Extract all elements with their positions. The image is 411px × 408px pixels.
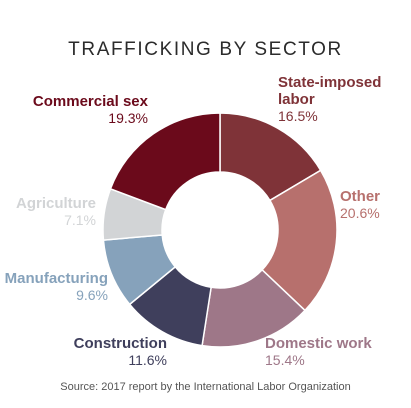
label-state-imposed-labor-name: State-imposed labor: [278, 74, 382, 108]
label-domestic-work: Domestic work 15.4%: [265, 335, 405, 369]
label-manufacturing: Manufacturing 9.6%: [4, 270, 108, 304]
label-agriculture: Agriculture 7.1%: [10, 195, 96, 229]
label-manufacturing-pct: 9.6%: [76, 287, 108, 303]
label-state-imposed-labor: State-imposed labor 16.5%: [278, 74, 398, 125]
label-agriculture-pct: 7.1%: [64, 212, 96, 228]
label-construction-name: Construction: [73, 335, 167, 352]
label-other-name: Other: [340, 188, 381, 205]
label-other-pct: 20.6%: [340, 205, 380, 221]
label-construction: Construction 11.6%: [40, 335, 167, 369]
label-manufacturing-name: Manufacturing: [4, 270, 108, 287]
label-construction-pct: 11.6%: [128, 352, 167, 368]
label-domestic-work-pct: 15.4%: [265, 352, 305, 368]
slice-other: [261, 169, 338, 312]
label-commercial-sex-pct: 19.3%: [108, 110, 148, 126]
slice-commercial-sex: [109, 112, 221, 211]
source-note: Source: 2017 report by the International…: [60, 381, 351, 393]
label-commercial-sex-name: Commercial sex: [32, 93, 148, 110]
label-other: Other 20.6%: [340, 188, 408, 222]
label-domestic-work-name: Domestic work: [265, 335, 372, 352]
label-agriculture-name: Agriculture: [15, 195, 96, 212]
label-commercial-sex: Commercial sex 19.3%: [20, 93, 148, 127]
chart-title: TRAFFICKING BY SECTOR: [68, 39, 343, 60]
label-state-imposed-labor-pct: 16.5%: [278, 108, 318, 124]
